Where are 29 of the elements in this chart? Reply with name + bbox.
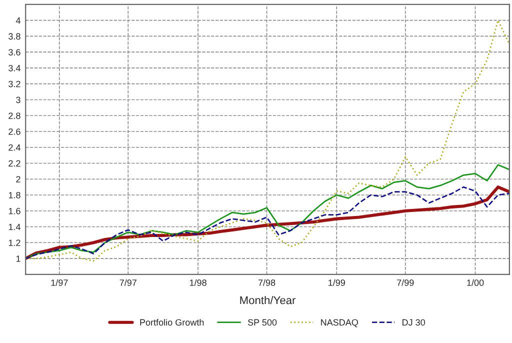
y-tick-label: 2 [16,176,20,182]
y-tick-label: 2.4 [8,144,20,151]
x-tick-label: 1/98 [190,279,206,286]
legend-label: SP 500 [248,319,277,326]
y-tick-label: 2.8 [8,112,20,119]
y-tick-label: 2.2 [8,160,20,167]
y-tick-label: 3 [16,96,20,104]
y-tick-label: 4 [16,17,20,24]
y-tick-label: 3.4 [8,64,20,72]
y-tick-label: 3.6 [8,49,20,56]
legend-label: Portfolio Growth [140,318,204,326]
x-tick-label: 7/99 [397,279,414,286]
x-tick-label: 1/99 [328,279,345,286]
line-series [26,164,510,260]
x-tick-label: 7/98 [258,279,276,286]
y-tick-label: 3.8 [8,33,20,40]
y-tick-label: 2.6 [8,128,20,135]
y-tick-label: 1.8 [8,192,20,198]
x-tick-label: 1/97 [51,279,68,286]
x-tick-label: 1/00 [467,279,484,286]
x-axis-title: Month/Year [240,296,296,304]
legend-label: DJ 30 [402,319,426,326]
legend-label: NASDAQ [321,319,358,328]
y-tick-label: 1.4 [8,224,20,230]
x-tick-label: 7/97 [120,279,136,286]
y-tick-label: 1.2 [8,240,20,246]
y-tick-label: 1.6 [8,208,20,214]
y-tick-label: 1 [16,256,20,262]
y-tick-label: 3.2 [8,80,20,88]
